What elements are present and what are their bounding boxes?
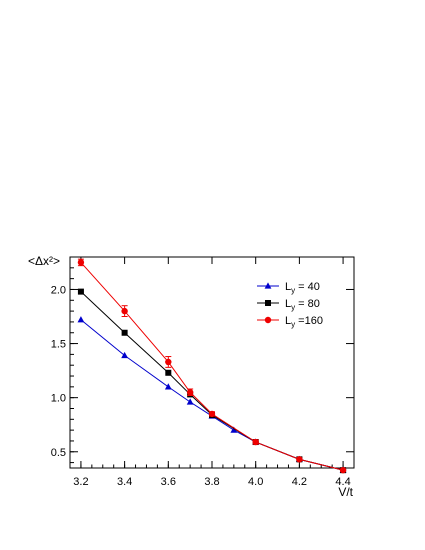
x-tick-label: 3.4 (117, 476, 132, 488)
series-line (80, 262, 344, 471)
series-line (80, 319, 344, 471)
x-axis-label: V/t (338, 485, 353, 499)
y-tick-label: 1.0 (51, 393, 66, 405)
legend-marker (264, 282, 272, 289)
legend-entry: Ly = 40 (257, 281, 320, 295)
y-tick-label: 2.0 (51, 284, 66, 296)
data-point (296, 456, 303, 463)
data-point (165, 369, 172, 376)
data-point (230, 426, 238, 433)
data-point (77, 316, 85, 323)
legend-label: Ly =160 (285, 315, 323, 329)
data-point (77, 288, 84, 295)
data-point (252, 438, 259, 446)
x-axis: 3.2 3.4 3.6 3.8 4.0 4.2 4.4 (73, 257, 351, 488)
y-tick-label: 0.5 (51, 447, 66, 459)
legend-entry: Ly =160 (257, 315, 323, 329)
legend-marker (264, 316, 272, 324)
y-axis-label: <Δx²> (28, 254, 60, 268)
data-point (339, 466, 347, 474)
data-point (121, 351, 129, 359)
x-tick-label: 4.0 (248, 476, 263, 488)
series-group (77, 258, 347, 474)
x-tick-label: 3.8 (204, 476, 219, 488)
data-point (208, 410, 216, 418)
x-tick-label: 4.4 (335, 476, 350, 488)
series-layer (77, 258, 347, 474)
series-group (77, 316, 347, 473)
legend: Ly = 40 Ly = 80 Ly =160 (257, 281, 323, 329)
data-point (164, 383, 172, 390)
y-axis: 0.5 1.0 1.5 2.0 (51, 267, 354, 464)
legend-marker (265, 300, 271, 306)
y-tick-label: 1.5 (51, 339, 66, 351)
data-point (186, 389, 194, 396)
data-point (186, 398, 194, 405)
legend-entry: Ly = 80 (257, 298, 320, 312)
x-tick-label: 3.2 (73, 476, 88, 488)
legend-label: Ly = 80 (285, 298, 320, 312)
data-point (77, 259, 85, 266)
data-point (121, 307, 128, 315)
data-point (121, 329, 128, 336)
data-point (165, 358, 172, 366)
x-tick-label: 4.2 (292, 476, 307, 488)
x-tick-label: 3.6 (161, 476, 176, 488)
legend-label: Ly = 40 (285, 281, 320, 295)
